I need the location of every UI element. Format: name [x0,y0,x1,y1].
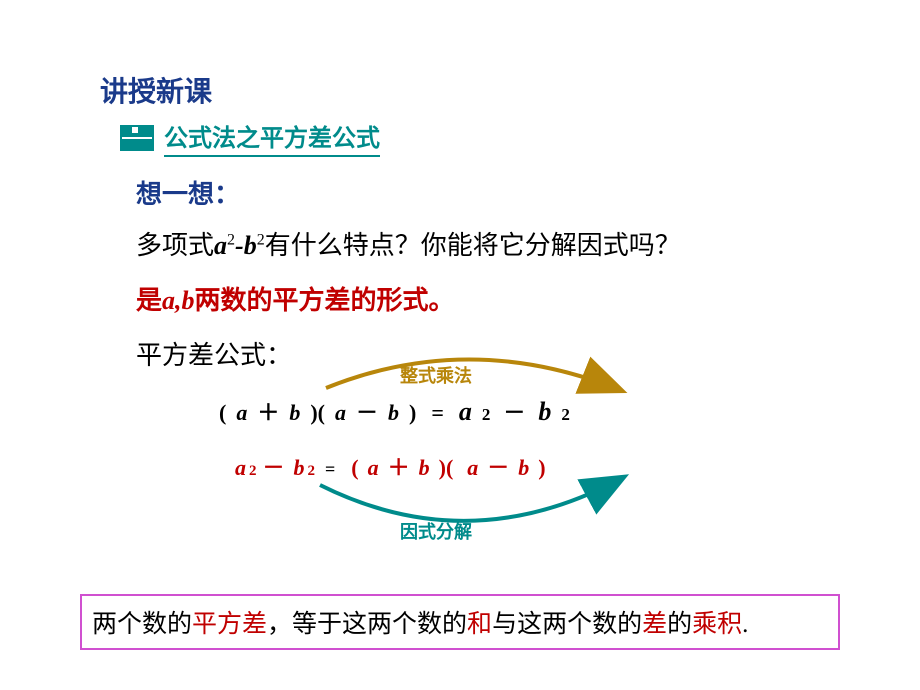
ans-vars: a,b [162,286,195,315]
f2-sup1: 2 [249,463,257,480]
f2-b3: b [518,455,529,481]
f1-a2: a [335,400,346,426]
sum-t4: 和 [467,611,492,638]
arc-bottom-label: 因式分解 [400,518,472,544]
f2-a3: a [467,455,478,481]
f2-a2: a [368,455,379,481]
arc-top-text: 整式乘法 [400,366,472,386]
sum-t3: ，等于这两个数的 [267,611,467,638]
f1-rp2: ) [409,400,416,426]
formula-label-text: 平方差公式： [136,341,292,370]
q-sup1: 2 [227,231,235,248]
sum-t1: 两个数的 [92,611,192,638]
q-var-b: b [244,231,257,260]
f2-b1: b [294,455,305,481]
f1-minus1: － [356,395,378,427]
f1-b2: b [388,400,399,426]
section-title: 讲授新课 [100,77,212,108]
summary-box: 两个数的平方差，等于这两个数的和与这两个数的差的乘积. [80,594,840,650]
section-header: 讲授新课 [100,70,212,110]
f1-b1: b [289,400,300,426]
f2-plus1: ＋ [388,450,410,482]
f1-plus1: ＋ [257,395,279,427]
sum-t7: 的 [667,611,692,638]
think-text: 想一想： [136,180,240,209]
formula-factorization: a2 － b2 = ( a ＋ b )( a － b ) [232,450,552,482]
bottom-arc-arrow [320,478,622,521]
sum-t9: . [742,611,748,638]
f2-b2: b [419,455,430,481]
q-minus: - [235,231,244,260]
f1-a3: a [459,397,472,427]
topic-text: 公式法之平方差公式 [164,118,380,157]
f2-a1: a [235,455,246,481]
answer-line: 是a,b两数的平方差的形式。 [136,280,455,317]
top-arc-arrow [326,359,620,390]
f1-sup4: 2 [561,405,570,425]
f2-lp1: ( [351,455,358,481]
ans-p2: 两数的平方差的形式。 [195,286,455,315]
ans-p1: 是 [136,286,162,315]
f2-rp2: ) [538,455,545,481]
f1-minus2: － [503,395,525,427]
f1-rp1: )( [310,400,325,426]
sum-t8: 乘积 [692,611,742,638]
f1-a1: a [236,400,247,426]
sum-t2: 平方差 [192,611,267,638]
arc-top-label: 整式乘法 [400,362,472,388]
think-label: 想一想： [136,174,240,211]
topic-row: 公式法之平方差公式 [120,118,380,157]
question-line: 多项式a2-b2有什么特点？你能将它分解因式吗？ [136,225,681,262]
f1-sup3: 2 [482,405,491,425]
sum-t5: 与这两个数的 [492,611,642,638]
f1-b3: b [538,397,551,427]
q-sup2: 2 [257,231,265,248]
f2-minus1: － [263,450,285,482]
q-prefix: 多项式 [136,231,214,260]
f2-minus2: － [487,450,509,482]
topic-bullet-icon [120,125,154,151]
formula-expansion: ( a ＋ b )( a － b ) = a2 － b2 [214,395,575,427]
q-var-a: a [214,231,227,260]
sum-t6: 差 [642,611,667,638]
q-suffix: 有什么特点？你能将它分解因式吗？ [265,231,681,260]
f2-eq: = [325,459,335,480]
f2-rp1: )( [439,455,454,481]
f1-lp1: ( [219,400,226,426]
f1-eq: = [431,400,444,426]
f2-sup2: 2 [308,463,316,480]
arc-bottom-text: 因式分解 [400,522,472,542]
formula-label: 平方差公式： [136,335,292,372]
